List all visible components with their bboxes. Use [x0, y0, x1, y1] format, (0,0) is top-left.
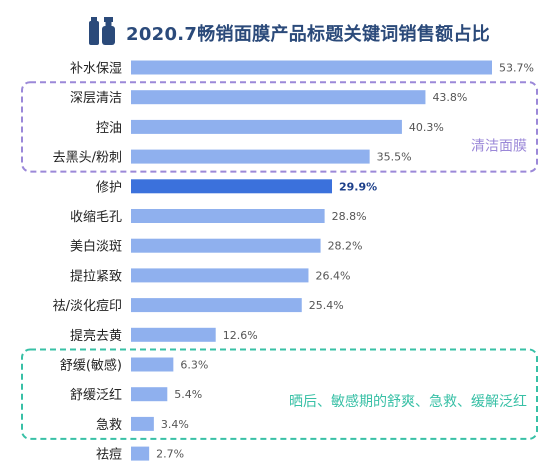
bar	[131, 119, 402, 134]
bar	[131, 327, 216, 342]
category-label: 急救	[96, 417, 122, 433]
value-label: 25.4%	[309, 299, 344, 312]
title-bar: 2020.7畅销面膜产品标题关键词销售额占比	[0, 8, 550, 48]
chart-title: 2020.7畅销面膜产品标题关键词销售额占比	[126, 24, 491, 45]
bar	[131, 268, 309, 283]
value-label: 35.5%	[377, 151, 412, 164]
category-label: 控油	[96, 121, 122, 136]
bottle-icon	[89, 17, 115, 45]
category-label: 祛/淡化痘印	[53, 298, 122, 314]
category-label: 去黑头/粉刺	[53, 151, 122, 166]
group-box	[21, 81, 538, 173]
value-label: 26.4%	[315, 269, 350, 282]
category-label: 深层清洁	[70, 91, 122, 106]
value-label: 40.3%	[409, 121, 444, 134]
bar	[131, 387, 168, 402]
category-label: 收缩毛孔	[70, 209, 122, 225]
group-box	[21, 348, 538, 440]
value-label: 29.9%	[339, 180, 377, 193]
value-label: 5.4%	[174, 388, 202, 401]
value-label: 53.7%	[499, 62, 534, 75]
group-label: 晒后、敏感期的舒爽、急救、缓解泛红	[289, 393, 527, 410]
bar	[131, 416, 154, 431]
value-label: 2.7%	[156, 448, 184, 461]
value-label: 6.3%	[180, 359, 208, 372]
bar	[131, 149, 370, 164]
value-label: 43.8%	[432, 91, 467, 104]
category-label: 祛痘	[96, 447, 122, 463]
bar	[131, 238, 321, 253]
category-label: 提亮去黄	[70, 328, 122, 344]
category-label: 修护	[96, 180, 122, 195]
category-label: 舒缓(敏感)	[60, 358, 122, 374]
bar	[131, 209, 325, 223]
category-label: 提拉紧致	[70, 268, 122, 284]
value-label: 12.6%	[223, 329, 258, 342]
group-label: 清洁面膜	[471, 139, 527, 155]
category-label: 美白淡斑	[70, 239, 122, 255]
value-label: 28.2%	[328, 240, 363, 253]
bar	[131, 179, 333, 194]
bar	[131, 298, 302, 313]
value-label: 28.8%	[332, 210, 367, 223]
bar	[131, 357, 174, 372]
bar	[131, 90, 426, 105]
category-label: 舒缓泛红	[70, 387, 122, 403]
value-label: 3.4%	[161, 418, 189, 431]
category-label: 补水保湿	[70, 62, 122, 77]
bar	[131, 446, 150, 461]
bar	[131, 60, 492, 75]
